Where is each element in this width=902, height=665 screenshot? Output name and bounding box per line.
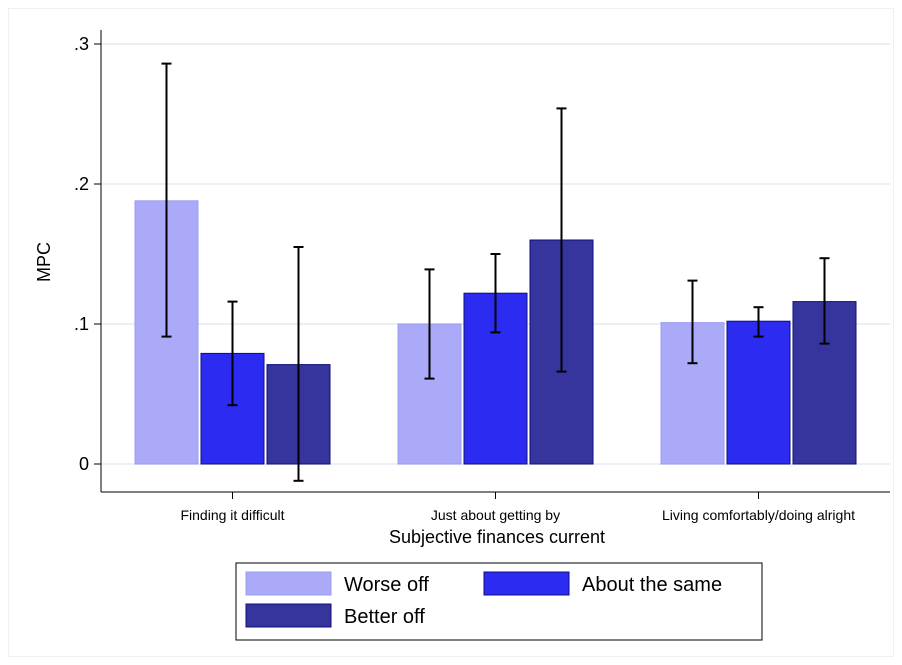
legend-swatch bbox=[245, 603, 332, 628]
x-tick-label: Finding it difficult bbox=[180, 507, 284, 523]
error-bars bbox=[161, 62, 830, 482]
bar bbox=[726, 320, 791, 465]
bars bbox=[134, 200, 857, 465]
legend-label: Better off bbox=[344, 606, 425, 628]
x-axis-title: Subjective finances current bbox=[389, 527, 605, 547]
legend-swatch bbox=[483, 571, 570, 596]
y-tick-label: 0 bbox=[79, 454, 89, 474]
chart-frame bbox=[8, 8, 894, 657]
y-tick-label: .2 bbox=[74, 174, 89, 194]
x-tick-label: Living comfortably/doing alright bbox=[662, 507, 855, 523]
x-tick-label: Just about getting by bbox=[431, 507, 560, 523]
legend-label: Worse off bbox=[344, 574, 429, 596]
y-axis: 0 .1 .2 .3 bbox=[74, 30, 102, 492]
y-tick-label: .1 bbox=[74, 314, 89, 334]
legend-label: About the same bbox=[582, 574, 722, 596]
legend: Worse off About the same Better off bbox=[235, 562, 763, 641]
legend-swatch bbox=[245, 571, 332, 596]
y-axis-title: MPC bbox=[34, 242, 54, 282]
x-axis: Finding it difficult Just about getting b… bbox=[101, 491, 890, 523]
y-tick-label: .3 bbox=[74, 34, 89, 54]
